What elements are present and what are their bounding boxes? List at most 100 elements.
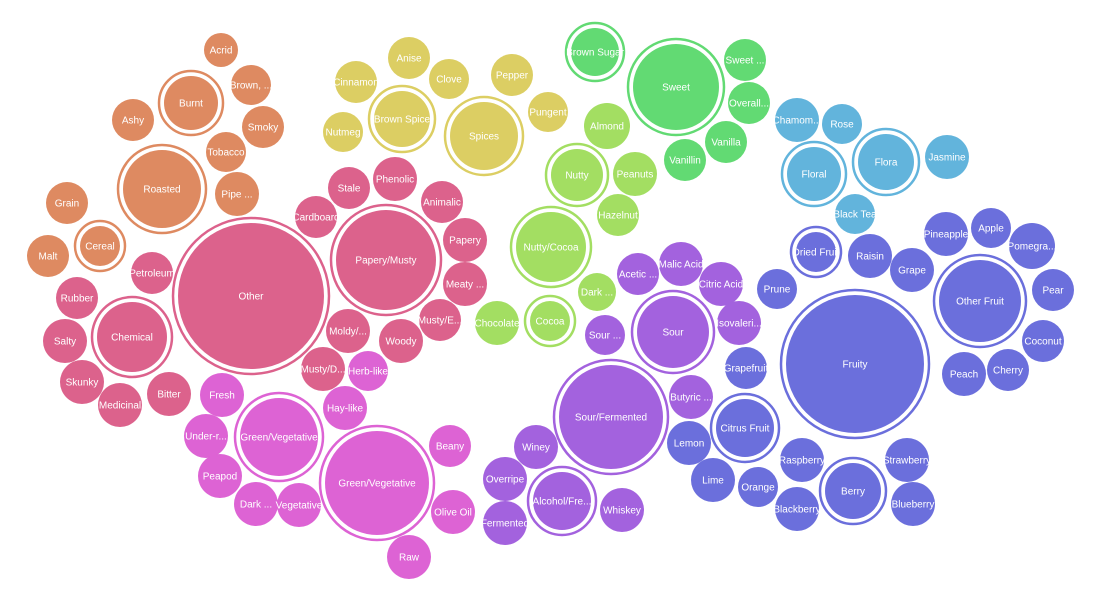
bubble-musty-d[interactable] bbox=[301, 347, 345, 391]
bubble-fresh[interactable] bbox=[200, 373, 244, 417]
bubble-cardboard[interactable] bbox=[295, 196, 337, 238]
parent-bubble-other-fruit[interactable] bbox=[939, 260, 1021, 342]
bubble-chamom[interactable] bbox=[775, 98, 819, 142]
bubble-musty-e[interactable] bbox=[419, 299, 461, 341]
bubble-vanillin[interactable] bbox=[664, 139, 706, 181]
bubble-cinnamon[interactable] bbox=[335, 61, 377, 103]
bubble-meaty[interactable] bbox=[443, 262, 487, 306]
bubble-malic-acid[interactable] bbox=[659, 242, 703, 286]
bubble-sour[interactable] bbox=[585, 315, 625, 355]
bubble-moldy[interactable] bbox=[326, 309, 370, 353]
parent-bubble-other[interactable] bbox=[178, 223, 324, 369]
bubble-pipe[interactable] bbox=[215, 172, 259, 216]
bubble-cherry[interactable] bbox=[987, 349, 1029, 391]
parent-bubble-sweet[interactable] bbox=[633, 44, 719, 130]
parent-bubble-green-vegetative[interactable] bbox=[325, 431, 429, 535]
bubble-lime[interactable] bbox=[691, 458, 735, 502]
parent-bubble-brown-spice[interactable] bbox=[374, 91, 430, 147]
bubble-rose[interactable] bbox=[822, 104, 862, 144]
bubble-peapod[interactable] bbox=[198, 454, 242, 498]
parent-bubble-dried-fruit[interactable] bbox=[796, 232, 836, 272]
bubble-papery[interactable] bbox=[443, 218, 487, 262]
bubble-dark[interactable] bbox=[578, 273, 616, 311]
bubble-prune[interactable] bbox=[757, 269, 797, 309]
bubble-animalic[interactable] bbox=[421, 181, 463, 223]
bubble-peach[interactable] bbox=[942, 352, 986, 396]
bubble-orange[interactable] bbox=[738, 467, 778, 507]
bubble-rubber[interactable] bbox=[56, 277, 98, 319]
bubble-pineapple[interactable] bbox=[924, 212, 968, 256]
bubble-raisin[interactable] bbox=[848, 234, 892, 278]
parent-bubble-roasted[interactable] bbox=[123, 150, 201, 228]
bubble-anise[interactable] bbox=[388, 37, 430, 79]
bubble-pungent[interactable] bbox=[528, 92, 568, 132]
bubble-fermented[interactable] bbox=[483, 501, 527, 545]
bubble-grape[interactable] bbox=[890, 248, 934, 292]
parent-bubble-cocoa[interactable] bbox=[530, 301, 570, 341]
parent-bubble-sour[interactable] bbox=[637, 296, 709, 368]
bubble-brown[interactable] bbox=[231, 65, 271, 105]
bubble-overall[interactable] bbox=[728, 82, 770, 124]
bubble-lemon[interactable] bbox=[667, 421, 711, 465]
bubble-almond[interactable] bbox=[584, 103, 630, 149]
bubble-blackberry[interactable] bbox=[775, 487, 819, 531]
parent-bubble-floral[interactable] bbox=[787, 147, 841, 201]
bubble-grapefruit[interactable] bbox=[725, 347, 767, 389]
bubble-coconut[interactable] bbox=[1022, 320, 1064, 362]
parent-bubble-chemical[interactable] bbox=[97, 302, 167, 372]
parent-bubble-green-vegetative[interactable] bbox=[240, 398, 318, 476]
bubble-butyric[interactable] bbox=[669, 375, 713, 419]
parent-bubble-nutty[interactable] bbox=[551, 149, 603, 201]
parent-bubble-brown-sugar[interactable] bbox=[571, 28, 619, 76]
parent-bubble-cereal[interactable] bbox=[80, 226, 120, 266]
bubble-under-r[interactable] bbox=[184, 414, 228, 458]
bubble-peanuts[interactable] bbox=[613, 152, 657, 196]
bubble-dark[interactable] bbox=[234, 482, 278, 526]
parent-bubble-fruity[interactable] bbox=[786, 295, 924, 433]
bubble-whiskey[interactable] bbox=[600, 488, 644, 532]
parent-bubble-citrus-fruit[interactable] bbox=[716, 399, 774, 457]
bubble-tobacco[interactable] bbox=[206, 132, 246, 172]
bubble-bitter[interactable] bbox=[147, 372, 191, 416]
bubble-skunky[interactable] bbox=[60, 360, 104, 404]
bubble-winey[interactable] bbox=[514, 425, 558, 469]
bubble-grain[interactable] bbox=[46, 182, 88, 224]
bubble-acetic[interactable] bbox=[617, 253, 659, 295]
parent-bubble-spices[interactable] bbox=[450, 102, 518, 170]
bubble-overripe[interactable] bbox=[483, 457, 527, 501]
parent-bubble-sour-fermented[interactable] bbox=[559, 365, 663, 469]
bubble-petroleum[interactable] bbox=[131, 252, 173, 294]
bubble-hay-like[interactable] bbox=[323, 386, 367, 430]
bubble-herb-like[interactable] bbox=[348, 351, 388, 391]
parent-bubble-nutty-cocoa[interactable] bbox=[516, 212, 586, 282]
bubble-sweet[interactable] bbox=[724, 39, 766, 81]
bubble-olive-oil[interactable] bbox=[431, 490, 475, 534]
bubble-pear[interactable] bbox=[1032, 269, 1074, 311]
bubble-apple[interactable] bbox=[971, 208, 1011, 248]
bubble-ashy[interactable] bbox=[112, 99, 154, 141]
bubble-woody[interactable] bbox=[379, 319, 423, 363]
bubble-jasmine[interactable] bbox=[925, 135, 969, 179]
bubble-smoky[interactable] bbox=[242, 106, 284, 148]
bubble-chocolate[interactable] bbox=[475, 301, 519, 345]
bubble-stale[interactable] bbox=[328, 167, 370, 209]
bubble-raw[interactable] bbox=[387, 535, 431, 579]
bubble-pomegra[interactable] bbox=[1009, 223, 1055, 269]
parent-bubble-papery-musty[interactable] bbox=[336, 210, 436, 310]
bubble-blueberry[interactable] bbox=[891, 482, 935, 526]
parent-bubble-flora[interactable] bbox=[858, 134, 914, 190]
parent-bubble-burnt[interactable] bbox=[164, 76, 218, 130]
bubble-raspberry[interactable] bbox=[780, 438, 824, 482]
bubble-malt[interactable] bbox=[27, 235, 69, 277]
bubble-salty[interactable] bbox=[43, 319, 87, 363]
bubble-black-tea[interactable] bbox=[835, 194, 875, 234]
parent-bubble-berry[interactable] bbox=[825, 463, 881, 519]
bubble-nutmeg[interactable] bbox=[323, 112, 363, 152]
bubble-clove[interactable] bbox=[429, 59, 469, 99]
bubble-acrid[interactable] bbox=[204, 33, 238, 67]
bubble-citric-acid[interactable] bbox=[699, 262, 743, 306]
bubble-medicinal[interactable] bbox=[98, 383, 142, 427]
bubble-isovaleri[interactable] bbox=[717, 301, 761, 345]
bubble-hazelnut[interactable] bbox=[597, 194, 639, 236]
bubble-strawberry[interactable] bbox=[885, 438, 929, 482]
